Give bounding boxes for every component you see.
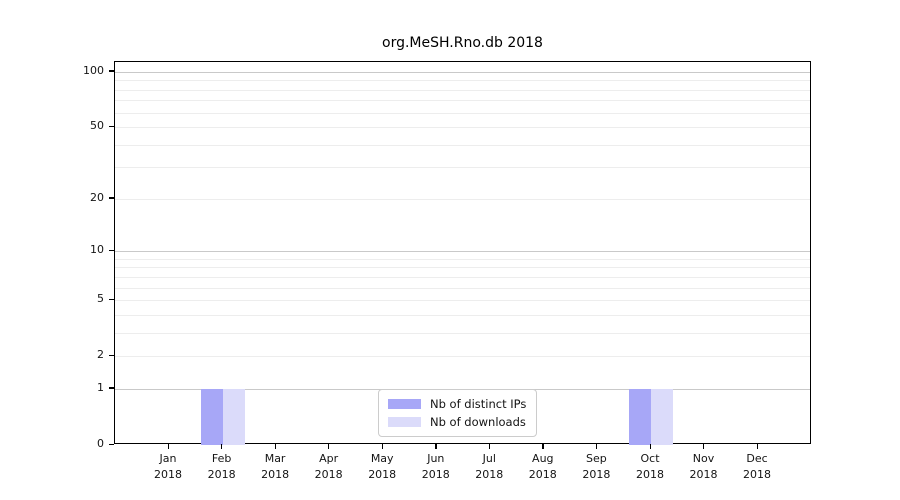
- x-tick: [703, 444, 705, 449]
- y-tick-label: 100: [83, 63, 104, 77]
- x-tick: [488, 444, 491, 449]
- x-tick-label: Jan 2018: [154, 452, 182, 481]
- y-tick: [109, 249, 114, 251]
- bar-oct-nb-of-downloads: [651, 388, 673, 445]
- legend-swatch: [388, 417, 421, 427]
- gridline-minor: [115, 258, 810, 260]
- x-tick-label: Jul 2018: [475, 452, 504, 481]
- gridline-minor: [115, 89, 810, 91]
- gridline-minor: [115, 287, 810, 289]
- x-tick: [274, 444, 276, 449]
- gridline-minor: [115, 267, 810, 269]
- gridline-minor: [115, 112, 810, 114]
- x-tick-label: Feb 2018: [207, 452, 236, 481]
- x-tick: [756, 444, 758, 449]
- gridline-minor: [115, 276, 810, 278]
- chart-title: org.MeSH.Rno.db 2018: [382, 35, 543, 51]
- bar-oct-nb-of-distinct-ips: [629, 388, 651, 445]
- y-tick-label: 2: [97, 348, 104, 362]
- gridline-minor: [115, 356, 810, 358]
- x-tick: [435, 444, 437, 449]
- y-tick: [109, 197, 114, 199]
- plot-area: [114, 61, 811, 445]
- gridline-minor: [115, 100, 810, 102]
- legend: Nb of distinct IPs Nb of downloads: [378, 389, 538, 437]
- gridline-major: [115, 251, 810, 253]
- y-tick-label: 0: [97, 437, 104, 450]
- x-tick: [381, 444, 383, 449]
- x-tick: [595, 444, 598, 449]
- x-tick: [328, 444, 330, 449]
- gridline-minor: [115, 198, 810, 200]
- gridline-minor: [115, 167, 810, 169]
- x-tick: [542, 444, 544, 449]
- x-tick-label: Oct 2018: [636, 452, 664, 481]
- bar-feb-nb-of-downloads: [222, 388, 245, 445]
- legend-item: Nb of downloads: [388, 415, 526, 429]
- y-tick: [109, 70, 114, 72]
- x-tick: [221, 444, 223, 449]
- x-tick-label: May 2018: [368, 452, 397, 481]
- bar-feb-nb-of-distinct-ips: [200, 388, 223, 445]
- x-tick-label: Apr 2018: [314, 452, 343, 481]
- gridline-major: [115, 71, 810, 73]
- x-tick: [167, 444, 169, 449]
- y-tick: [109, 125, 114, 127]
- y-tick: [109, 387, 114, 389]
- y-tick-label: 20: [90, 190, 104, 204]
- gridline-minor: [115, 144, 810, 146]
- x-tick-label: Aug 2018: [528, 452, 557, 481]
- gridline-minor: [115, 127, 810, 128]
- x-tick-label: Nov 2018: [689, 452, 718, 481]
- x-tick: [649, 444, 651, 449]
- x-tick-label: Sep 2018: [582, 452, 611, 481]
- x-tick-label: Jun 2018: [421, 452, 450, 481]
- legend-label: Nb of distinct IPs: [430, 397, 527, 411]
- y-tick: [109, 443, 114, 445]
- gridline-minor: [115, 332, 810, 334]
- y-tick: [109, 298, 114, 300]
- y-tick-label: 5: [97, 292, 104, 306]
- y-tick-label: 50: [90, 119, 104, 132]
- gridline-minor: [115, 300, 810, 302]
- legend-swatch: [388, 399, 421, 409]
- x-tick-label: Mar 2018: [261, 452, 290, 481]
- legend-label: Nb of downloads: [430, 415, 526, 429]
- y-tick-label: 1: [97, 380, 104, 394]
- y-tick-label: 10: [90, 243, 104, 257]
- legend-item: Nb of distinct IPs: [388, 397, 526, 411]
- gridline-minor: [115, 314, 810, 316]
- y-tick: [109, 354, 114, 356]
- gridline-minor: [115, 80, 810, 82]
- x-tick-label: Dec 2018: [743, 452, 771, 481]
